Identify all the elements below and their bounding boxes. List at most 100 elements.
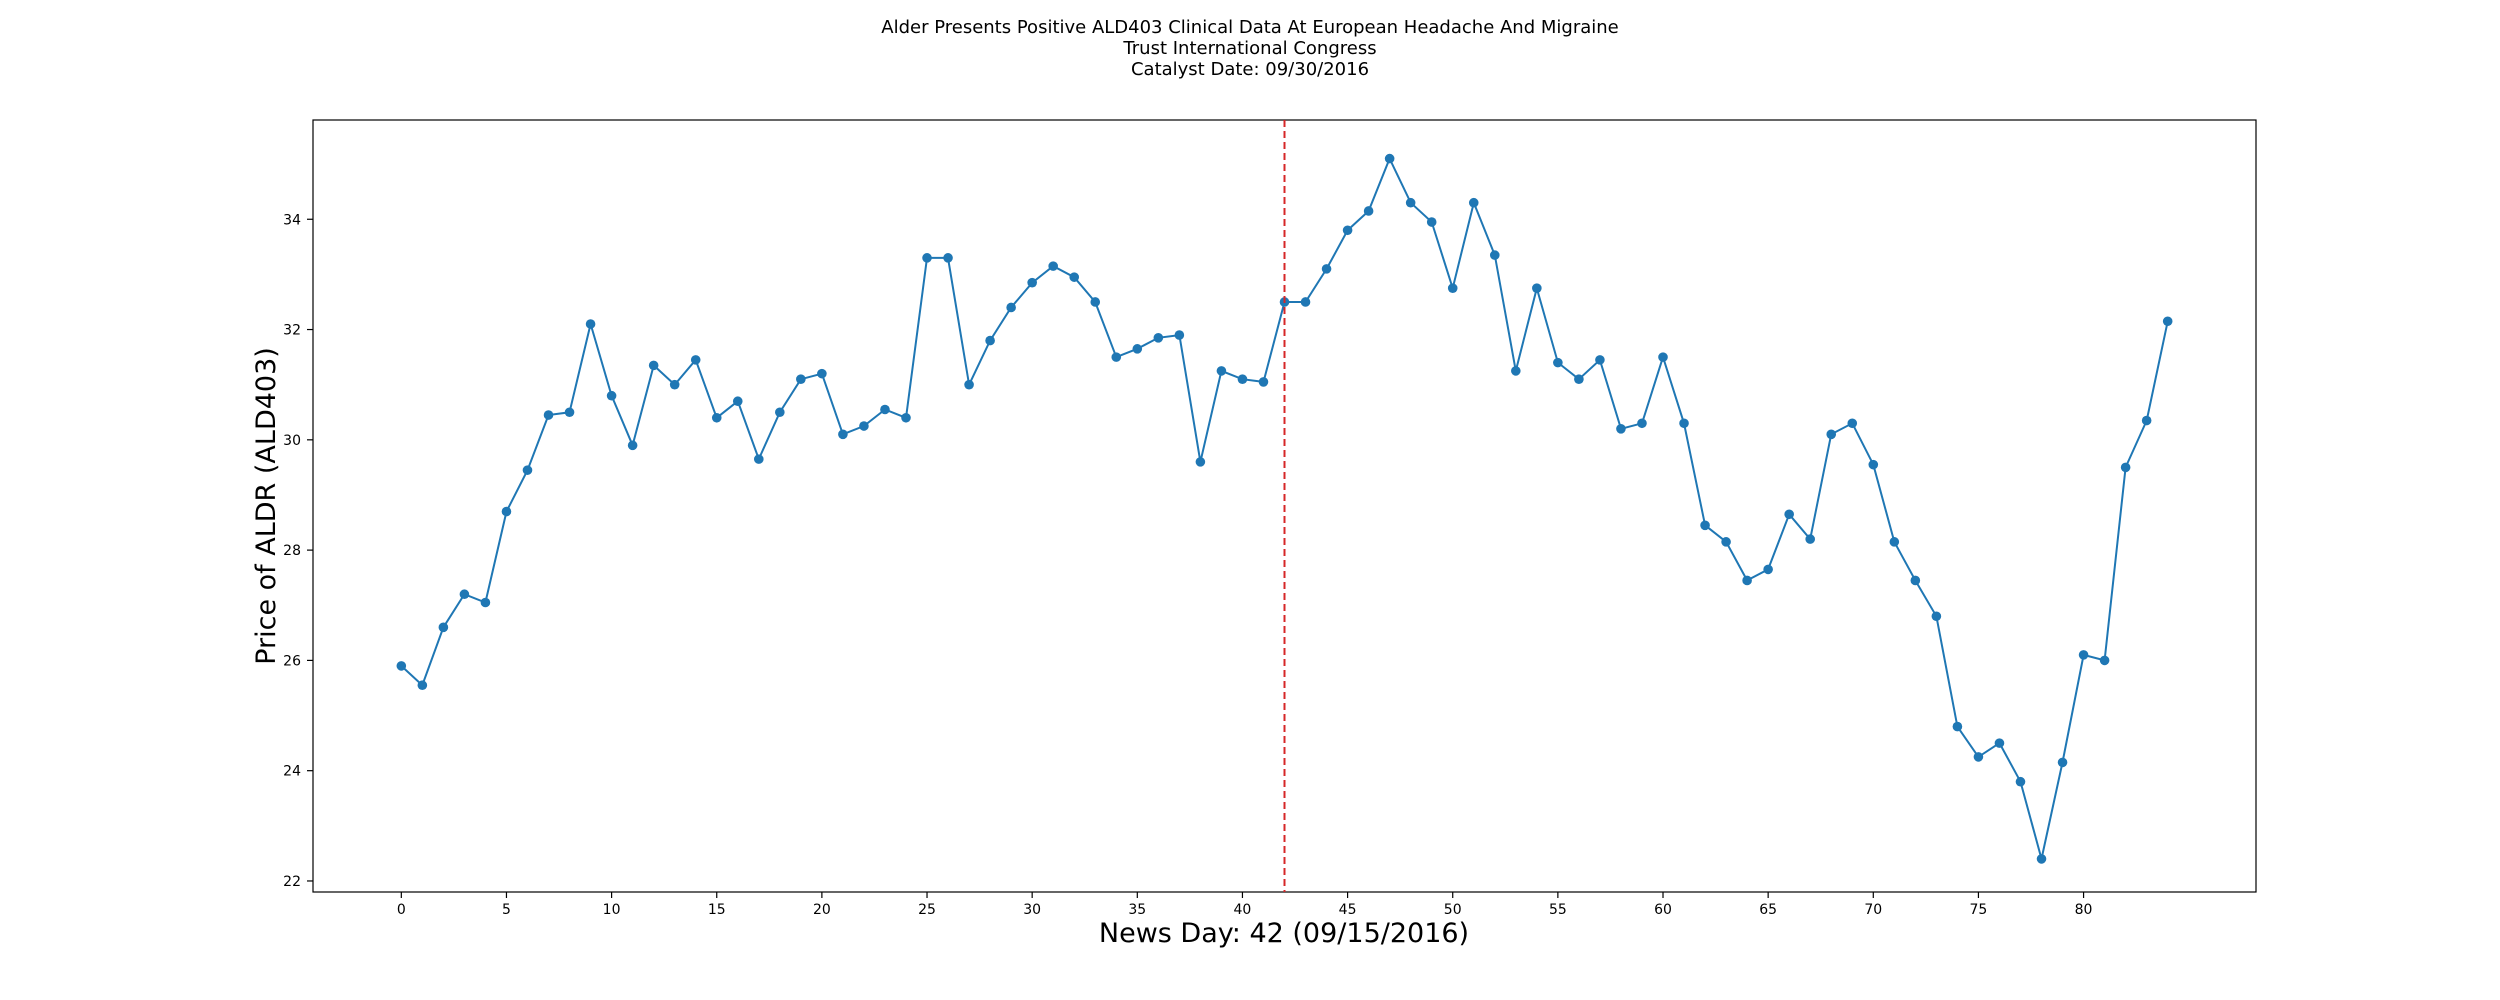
price-point (1363, 206, 1374, 216)
price-point (1931, 611, 1942, 622)
price-point (1616, 424, 1626, 434)
x-tick-label: 65 (1759, 902, 1777, 918)
price-point (1847, 418, 1858, 429)
price-point (753, 454, 764, 464)
y-tick-label: 32 (283, 323, 301, 339)
price-point (1553, 357, 1563, 368)
price-point (2099, 655, 2110, 666)
price-point (1595, 355, 1605, 365)
price-point (901, 412, 911, 423)
y-tick-label: 26 (283, 653, 301, 669)
chart-title-line-1: Alder Presents Positive ALD403 Clinical … (881, 17, 1618, 38)
price-point (1952, 721, 1963, 732)
price-point (1805, 534, 1816, 544)
price-point (1069, 272, 1080, 282)
price-point (1721, 537, 1731, 547)
price-point (1637, 418, 1647, 429)
x-tick-label: 80 (2075, 902, 2093, 918)
x-tick-label: 60 (1654, 902, 1672, 918)
price-point (880, 404, 890, 415)
price-point (1300, 297, 1311, 307)
price-point (522, 465, 533, 475)
y-tick-label: 28 (283, 543, 301, 559)
y-tick-label: 22 (283, 874, 301, 890)
price-point (1048, 261, 1058, 271)
price-point (396, 661, 407, 671)
price-point (1342, 225, 1353, 236)
price-point (1174, 330, 1185, 340)
chart-title-line-3: Catalyst Date: 09/30/2016 (1131, 59, 1369, 80)
y-axis: 22 24 26 28 30 32 34 (283, 212, 313, 890)
price-point (859, 421, 869, 431)
price-point (732, 396, 743, 407)
price-point (796, 374, 806, 384)
price-point (964, 379, 974, 390)
price-point (1195, 457, 1206, 467)
price-point (1090, 297, 1101, 307)
x-axis-label: News Day: 42 (09/15/2016) (1099, 918, 1469, 949)
price-point (1132, 344, 1143, 354)
price-point (1994, 738, 2005, 748)
price-point (838, 429, 848, 440)
price-point (1700, 520, 1710, 531)
y-axis-label: Price of ALDR (ALD403) (251, 347, 282, 665)
price-point (711, 412, 722, 423)
x-tick-label: 10 (603, 902, 621, 918)
price-point (1679, 418, 1689, 429)
price-point (564, 407, 575, 418)
price-point (2162, 316, 2173, 327)
price-point (2078, 650, 2089, 660)
price-point (438, 622, 449, 633)
y-tick-label: 24 (283, 764, 301, 780)
price-point (1153, 333, 1164, 343)
price-point (1868, 459, 1879, 470)
x-tick-label: 45 (1339, 902, 1357, 918)
chart-title-line-2: Trust International Congress (1122, 38, 1376, 59)
price-point (817, 368, 827, 379)
price-point (690, 355, 701, 365)
x-tick-label: 20 (813, 902, 831, 918)
price-point (1111, 352, 1122, 362)
price-point (985, 335, 995, 346)
price-point (1426, 217, 1437, 227)
price-point (417, 680, 428, 691)
price-point (1763, 564, 1773, 575)
price-point (1532, 283, 1542, 293)
price-point (1258, 377, 1269, 387)
price-point (543, 410, 554, 420)
x-tick-label: 5 (502, 902, 511, 918)
x-tick-label: 70 (1864, 902, 1882, 918)
x-tick-label: 15 (708, 902, 726, 918)
price-point (1237, 374, 1248, 384)
y-tick-label: 34 (283, 212, 301, 228)
x-tick-label: 50 (1444, 902, 1462, 918)
chart-title: Alder Presents Positive ALD403 Clinical … (881, 17, 1618, 80)
x-tick-label: 55 (1549, 902, 1567, 918)
price-point (1742, 575, 1752, 586)
price-point (1006, 302, 1016, 313)
price-point (1468, 197, 1479, 208)
price-point (2057, 757, 2068, 768)
price-point (627, 440, 638, 451)
price-point (501, 506, 512, 517)
price-point (669, 379, 680, 390)
y-tick-label: 30 (283, 433, 301, 449)
x-tick-label: 40 (1234, 902, 1252, 918)
price-point (922, 253, 932, 263)
price-point (1784, 509, 1794, 520)
price-point (1405, 197, 1416, 208)
price-point (1384, 153, 1395, 164)
price-point (775, 407, 785, 418)
x-tick-label: 30 (1023, 902, 1041, 918)
price-point (1574, 374, 1584, 384)
x-tick-label: 35 (1128, 902, 1146, 918)
x-tick-label: 0 (397, 902, 406, 918)
price-point (1027, 277, 1037, 288)
series-layer (396, 153, 2173, 864)
price-point (2015, 776, 2026, 787)
price-point (2036, 854, 2047, 864)
x-axis: 0 5 10 15 20 25 30 35 40 45 50 55 60 65 70 75 80 (397, 892, 2093, 918)
price-point (459, 589, 470, 600)
price-point (1321, 264, 1332, 274)
